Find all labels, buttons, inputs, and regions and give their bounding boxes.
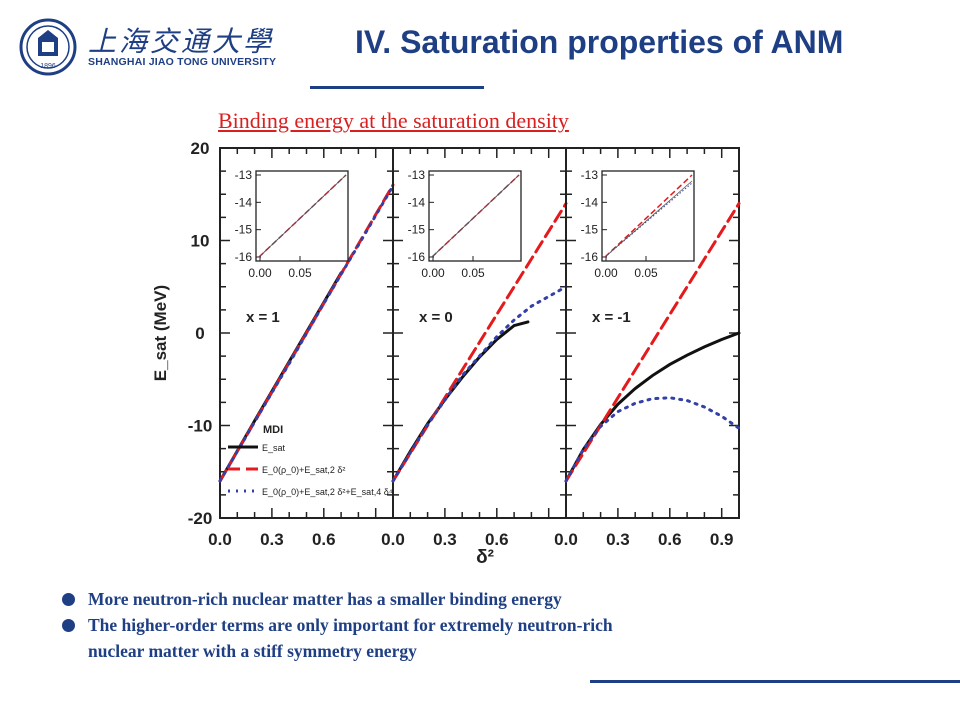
series-line-dotted-blue xyxy=(564,396,741,483)
inset-y-tick-label: -16 xyxy=(408,250,426,264)
x-tick-label: 0.6 xyxy=(485,530,509,549)
inset-y-tick-label: -13 xyxy=(235,168,253,182)
inset-y-tick-label: -16 xyxy=(581,250,599,264)
title-divider xyxy=(310,86,484,89)
footer-divider xyxy=(590,680,960,683)
panel-label: x = 1 xyxy=(246,309,280,326)
series-line-dotted-blue xyxy=(218,184,395,483)
series-line-dotted-blue xyxy=(391,285,568,483)
inset-x-tick-label: 0.05 xyxy=(461,266,485,280)
bullet-dot xyxy=(62,619,75,632)
inset-y-tick-label: -13 xyxy=(581,168,599,182)
panel-label: x = 0 xyxy=(419,309,453,326)
seal-year: 1896 xyxy=(40,63,56,70)
bullet-text: The higher-order terms are only importan… xyxy=(88,615,613,635)
x-tick-label: 0.0 xyxy=(208,530,232,549)
panel-label: x = -1 xyxy=(592,309,631,326)
x-axis-label: δ² xyxy=(476,547,494,568)
x-tick-label: 0.3 xyxy=(433,530,457,549)
legend-entry: E_sat xyxy=(262,443,286,453)
inset-series-blue xyxy=(604,182,693,258)
inset-y-tick-label: -14 xyxy=(581,195,599,209)
inset-y-tick-label: -14 xyxy=(408,195,426,209)
page-title: IV. Saturation properties of ANM xyxy=(355,24,844,60)
x-tick-label: 0.0 xyxy=(381,530,405,549)
legend-title: MDI xyxy=(263,424,283,436)
inset-series-black xyxy=(258,174,347,258)
bullet-item: More neutron-rich nuclear matter has a s… xyxy=(62,586,922,612)
bullet-text: More neutron-rich nuclear matter has a s… xyxy=(88,589,562,609)
inset-x-tick-label: 0.00 xyxy=(594,266,618,280)
x-tick-label: 0.6 xyxy=(658,530,682,549)
series-line-solid-black xyxy=(391,320,530,483)
inset-series-black xyxy=(604,180,693,258)
university-seal-icon: 1896 xyxy=(19,18,77,76)
inset-series-black xyxy=(431,174,520,258)
legend-entry: E_0(ρ_0)+E_sat,2 δ² xyxy=(262,465,345,475)
university-name-cn: 上海交通大學 xyxy=(88,25,275,58)
inset-y-tick-label: -15 xyxy=(408,223,426,237)
university-name-en: SHANGHAI JIAO TONG UNIVERSITY xyxy=(88,56,277,68)
inset-frame xyxy=(428,170,522,262)
inset-y-tick-label: -15 xyxy=(235,223,253,237)
university-logo: 1896 xyxy=(14,18,314,76)
y-tick-label: 0 xyxy=(195,324,204,343)
x-tick-label: 0.6 xyxy=(312,530,336,549)
y-tick-label: -20 xyxy=(188,509,213,528)
x-tick-label: 0.3 xyxy=(260,530,284,549)
inset-y-tick-label: -16 xyxy=(235,250,253,264)
x-tick-label: 0.0 xyxy=(554,530,578,549)
chart-subtitle: Binding energy at the saturation density xyxy=(218,108,569,133)
inset-x-tick-label: 0.05 xyxy=(634,266,658,280)
inset-x-tick-label: 0.00 xyxy=(248,266,272,280)
bullet-item: The higher-order terms are only importan… xyxy=(62,612,922,638)
x-tick-label: 0.9 xyxy=(710,530,734,549)
y-tick-label: -10 xyxy=(188,417,213,436)
series-line-solid-black xyxy=(564,331,741,483)
inset-y-tick-label: -15 xyxy=(581,223,599,237)
bullet-text: nuclear matter with a stiff symmetry ene… xyxy=(88,641,417,661)
binding-energy-chart: 20 10 0 -10 -20 E_sat (MeV) δ² 0.0 0.3 0.6 x = 1 -1… xyxy=(151,139,741,568)
y-tick-label: 10 xyxy=(191,232,210,251)
inset-y-tick-label: -13 xyxy=(408,168,426,182)
series-line-dashed-red xyxy=(391,202,568,483)
bullet-item-continuation: nuclear matter with a stiff symmetry ene… xyxy=(62,638,922,664)
y-tick-label: 20 xyxy=(191,139,210,158)
legend-entry: E_0(ρ_0)+E_sat,2 δ²+E_sat,4 δ⁴ xyxy=(262,487,393,497)
bullet-list: More neutron-rich nuclear matter has a s… xyxy=(62,586,922,664)
bullet-dot xyxy=(62,593,75,606)
inset-x-tick-label: 0.00 xyxy=(421,266,445,280)
y-axis-label: E_sat (MeV) xyxy=(151,285,170,381)
x-tick-label: 0.3 xyxy=(606,530,630,549)
inset-y-tick-label: -14 xyxy=(235,195,253,209)
inset-x-tick-label: 0.05 xyxy=(288,266,312,280)
inset-series-red xyxy=(604,174,693,258)
